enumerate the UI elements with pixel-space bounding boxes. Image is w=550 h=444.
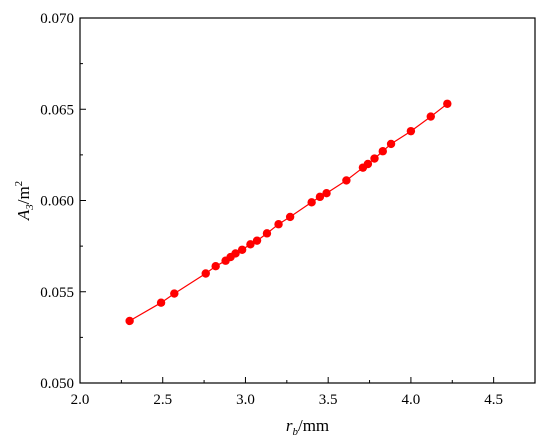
y-tick-labels: 0.050 0.055 0.060 0.065 0.070 — [40, 11, 74, 392]
data-point — [201, 269, 210, 278]
x-axis-label: rb/mm — [286, 416, 329, 438]
data-point — [252, 236, 262, 245]
data-point — [231, 249, 240, 258]
data-point — [386, 139, 396, 149]
x-tick-label: 4.5 — [484, 392, 503, 408]
plot-frame — [79, 17, 536, 384]
x-tick-labels: 2.0 2.5 3.0 3.5 4.0 4.5 — [71, 392, 503, 408]
y-tick-label: 0.050 — [40, 376, 74, 392]
data-point — [378, 147, 387, 156]
data-point — [125, 316, 134, 326]
data-point — [342, 176, 351, 185]
y-axis-label-superscript: 2 — [13, 181, 25, 187]
data-point — [211, 262, 220, 271]
data-point — [406, 126, 416, 136]
x-tick-label: 2.5 — [153, 392, 172, 408]
data-point — [426, 112, 435, 121]
data-point — [307, 198, 316, 207]
y-axis-label-symbol: A — [14, 209, 33, 221]
y-tick-label: 0.055 — [40, 285, 74, 301]
data-point — [170, 289, 179, 298]
data-point — [237, 245, 247, 254]
x-tick-label: 3.0 — [236, 392, 255, 408]
data-point — [363, 159, 373, 169]
data-series — [125, 99, 452, 326]
data-point — [285, 212, 295, 222]
x-tick-label: 4.0 — [402, 392, 421, 408]
data-point — [274, 220, 283, 229]
x-axis-label-subscript: b — [292, 426, 298, 438]
y-axis-label-unit: /m — [14, 186, 33, 204]
y-axis-label-subscript: 3 — [24, 204, 36, 211]
x-axis-label-symbol: r — [286, 416, 293, 435]
axis-ticks — [79, 17, 495, 384]
y-tick-label: 0.060 — [40, 194, 74, 210]
x-axis-label-unit: /mm — [298, 416, 329, 435]
data-point — [322, 189, 331, 198]
y-tick-label: 0.065 — [40, 102, 74, 118]
data-point — [370, 154, 379, 163]
data-point — [246, 240, 255, 249]
x-tick-label: 2.0 — [71, 392, 90, 408]
series-line — [129, 103, 448, 322]
data-point — [156, 298, 166, 307]
y-tick-label: 0.070 — [40, 11, 74, 27]
x-tick-label: 3.5 — [319, 392, 338, 408]
y-axis-label: A3/m2 — [13, 181, 36, 221]
data-point — [315, 192, 325, 202]
data-point — [443, 99, 452, 108]
data-point — [262, 229, 272, 238]
